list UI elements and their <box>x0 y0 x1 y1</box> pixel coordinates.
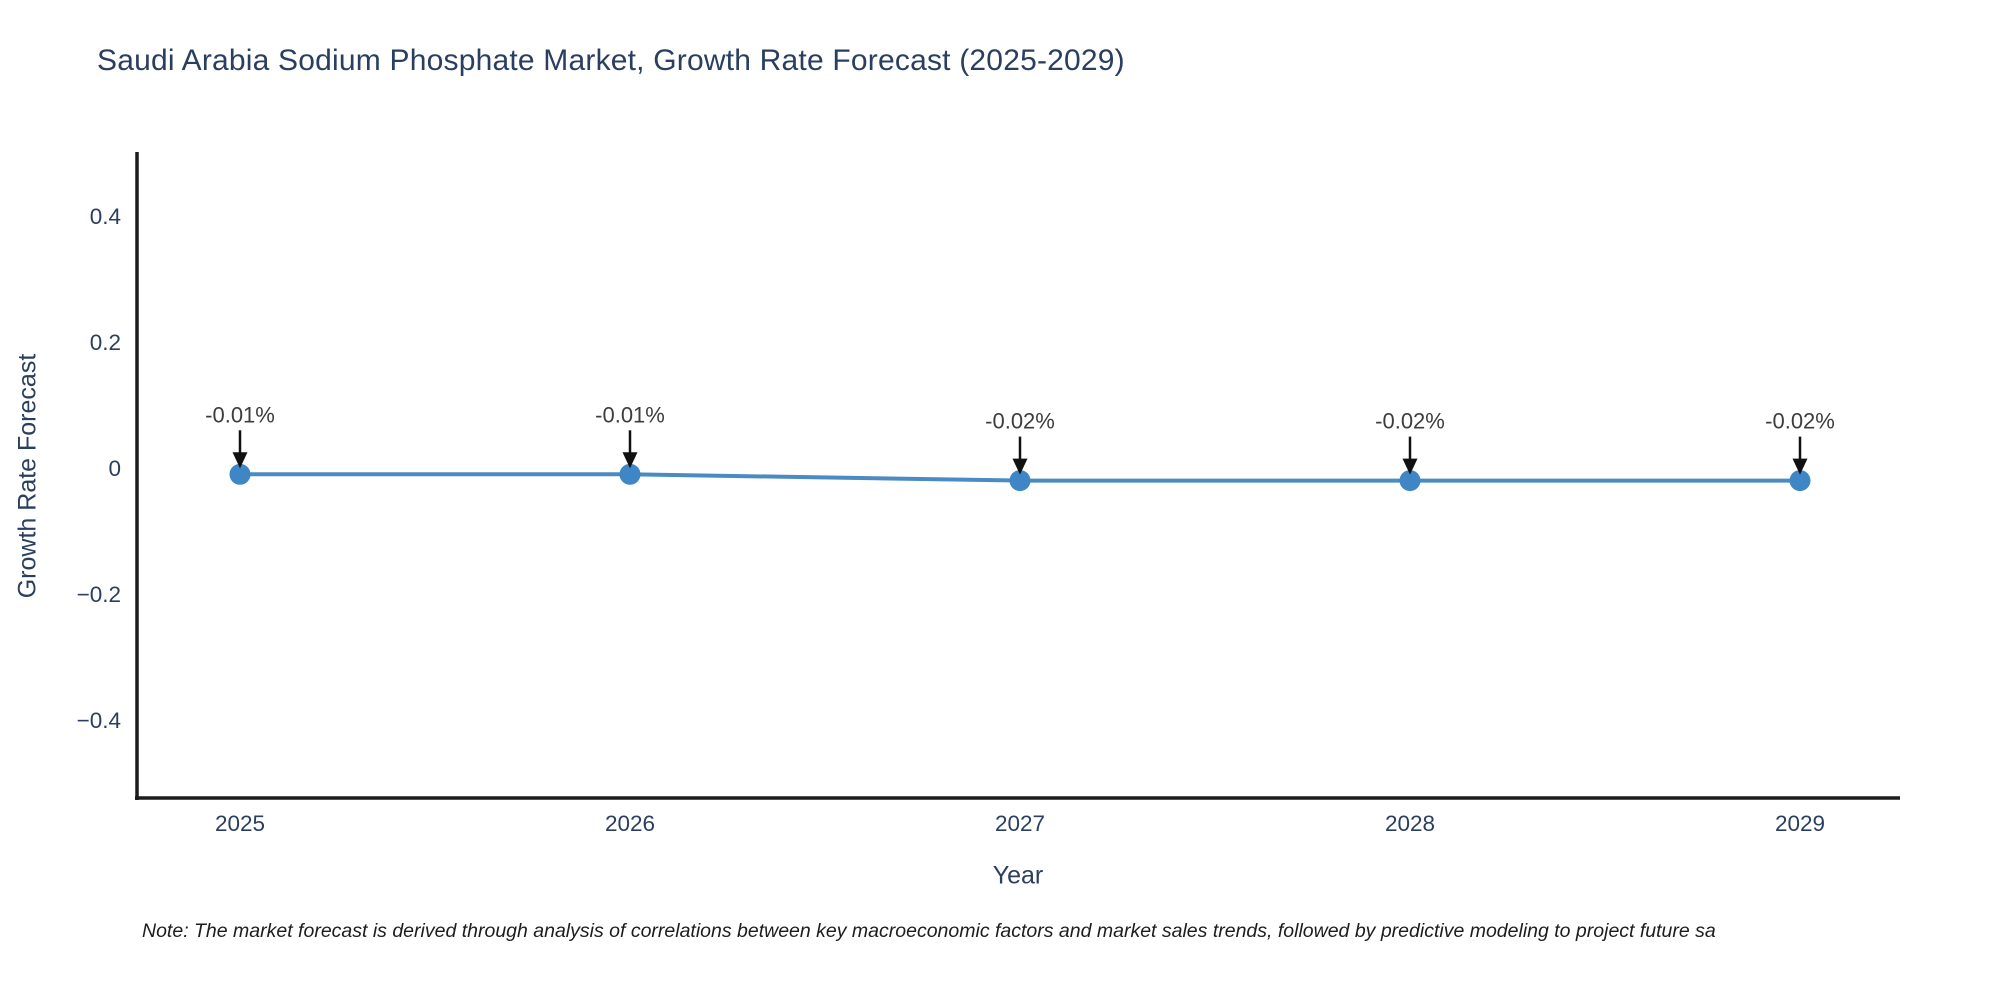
annotation-arrowhead <box>1792 458 1808 475</box>
annotation-label: -0.02% <box>1765 409 1835 434</box>
y-tick-label: 0 <box>108 456 121 481</box>
annotation-label: -0.02% <box>1375 409 1445 434</box>
annotation-arrowhead <box>1402 458 1418 475</box>
x-tick-label: 2025 <box>215 811 265 836</box>
x-tick-label: 2028 <box>1385 811 1435 836</box>
data-point-marker <box>619 463 641 485</box>
annotation-arrowhead <box>622 452 638 469</box>
annotation-arrowhead <box>1012 458 1028 475</box>
footnote: Note: The market forecast is derived thr… <box>142 920 1716 942</box>
annotation-label: -0.01% <box>595 402 665 427</box>
data-point-marker <box>1399 470 1421 492</box>
annotation-label: -0.02% <box>985 409 1055 434</box>
y-tick-label: 0.4 <box>90 204 121 229</box>
x-tick-label: 2026 <box>605 811 655 836</box>
data-point-marker <box>1009 470 1031 492</box>
chart-title: Saudi Arabia Sodium Phosphate Market, Gr… <box>97 44 1125 77</box>
data-point-marker <box>1789 470 1811 492</box>
y-tick-label: −0.2 <box>77 582 121 607</box>
data-point-marker <box>229 463 251 485</box>
annotation-label: -0.01% <box>205 402 275 427</box>
x-tick-label: 2027 <box>995 811 1045 836</box>
annotation-arrowhead <box>232 452 248 469</box>
y-tick-label: 0.2 <box>90 330 121 355</box>
y-tick-label: −0.4 <box>77 708 121 733</box>
x-axis-title: Year <box>992 861 1044 890</box>
x-tick-label: 2029 <box>1775 811 1825 836</box>
